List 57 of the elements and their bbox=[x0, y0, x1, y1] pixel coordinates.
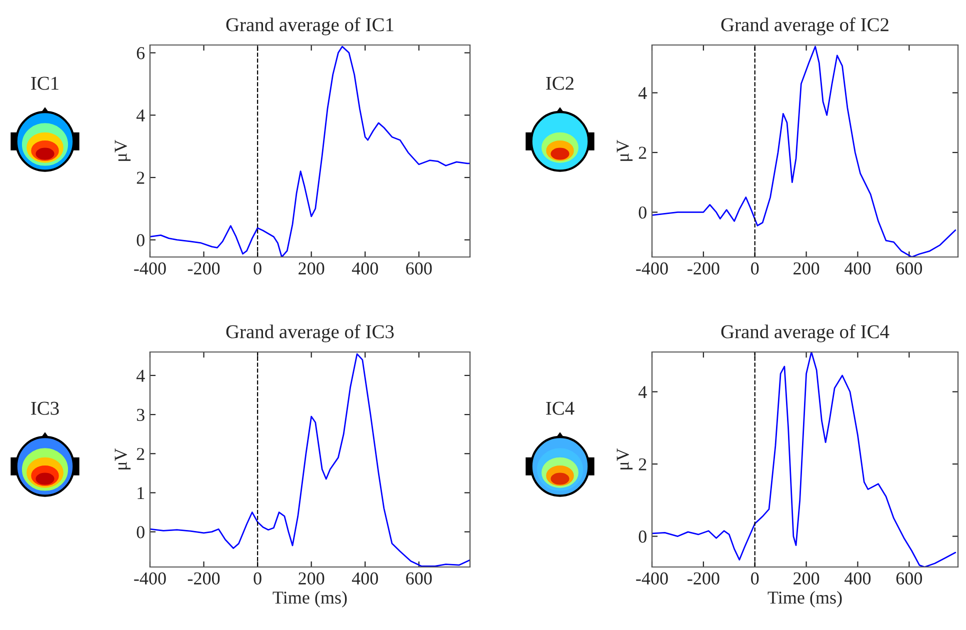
line-series bbox=[652, 46, 956, 257]
x-tick-label: 0 bbox=[751, 262, 759, 275]
y-tick-label: 2 bbox=[638, 146, 646, 159]
x-tick-label: 0 bbox=[751, 572, 759, 585]
y-tick-label: 2 bbox=[136, 172, 144, 184]
x-tick-label: 600 bbox=[896, 262, 922, 275]
chart-title: Grand average of IC1 bbox=[226, 17, 394, 36]
y-tick-label: 4 bbox=[638, 386, 647, 398]
y-axis-title: μV bbox=[616, 448, 633, 470]
x-tick-label: 400 bbox=[844, 572, 871, 585]
x-tick-label: 200 bbox=[298, 572, 324, 585]
y-tick-label: 2 bbox=[638, 458, 646, 470]
text: IC3 bbox=[31, 402, 59, 415]
text: IC2 bbox=[546, 76, 574, 90]
y-tick-label: 0 bbox=[136, 234, 144, 246]
chart-title: Grand average of IC2 bbox=[721, 17, 888, 36]
x-tick-label: 0 bbox=[254, 572, 262, 585]
x-tick-label: 200 bbox=[794, 572, 820, 585]
x-axis-title: Time (ms) bbox=[272, 591, 347, 608]
line-series bbox=[150, 46, 470, 257]
x-tick-label: -200 bbox=[188, 262, 220, 275]
line-series bbox=[150, 353, 470, 567]
x-tick-label: 600 bbox=[406, 262, 432, 275]
y-tick-label: 4 bbox=[638, 87, 647, 100]
text: IC4 bbox=[546, 402, 574, 415]
chart-title: Grand average of IC3 bbox=[226, 324, 394, 342]
y-tick-label: 4 bbox=[136, 370, 145, 382]
x-tick-label: 0 bbox=[254, 262, 262, 275]
x-tick-label: 600 bbox=[406, 572, 432, 585]
x-tick-label: 600 bbox=[896, 572, 922, 585]
y-axis-title: μV bbox=[114, 140, 131, 161]
y-tick-label: 3 bbox=[136, 408, 144, 421]
chart-title: Grand average of IC4 bbox=[721, 324, 890, 342]
text: IC1 bbox=[31, 76, 58, 90]
line-series bbox=[652, 352, 956, 567]
x-tick-label: -200 bbox=[688, 262, 720, 275]
x-tick-label: 400 bbox=[352, 262, 378, 275]
y-tick-label: 6 bbox=[136, 47, 145, 60]
y-tick-label: 4 bbox=[136, 110, 145, 122]
y-tick-label: 1 bbox=[138, 487, 144, 499]
y-tick-label: 0 bbox=[638, 206, 646, 219]
y-axis-title: μV bbox=[114, 448, 131, 470]
x-tick-label: -400 bbox=[636, 572, 668, 585]
x-tick-label: -400 bbox=[134, 572, 166, 585]
x-axis-title: Time (ms) bbox=[768, 591, 842, 608]
x-tick-label: 400 bbox=[352, 572, 378, 585]
x-tick-label: -400 bbox=[134, 262, 166, 275]
y-axis-title: μV bbox=[616, 140, 633, 161]
y-tick-label: 0 bbox=[136, 526, 144, 538]
x-tick-label: 400 bbox=[844, 262, 871, 275]
x-tick-label: 200 bbox=[794, 262, 820, 275]
y-tick-label: 0 bbox=[638, 530, 646, 543]
x-tick-label: -200 bbox=[188, 572, 220, 585]
x-tick-label: 200 bbox=[298, 262, 324, 275]
x-tick-label: -400 bbox=[636, 262, 668, 275]
x-tick-label: -200 bbox=[688, 572, 720, 585]
y-tick-label: 2 bbox=[136, 448, 144, 460]
